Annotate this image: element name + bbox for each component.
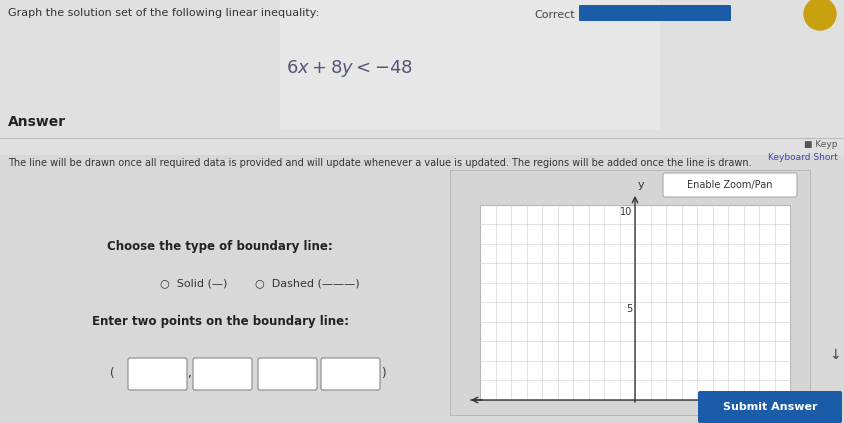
Text: Keyboard Short: Keyboard Short [768, 153, 838, 162]
Bar [480, 205, 790, 400]
Text: 10: 10 [619, 207, 632, 217]
Text: ○  Solid (—): ○ Solid (—) [160, 278, 227, 288]
Text: ↓: ↓ [829, 348, 841, 362]
Text: ■ Keyp: ■ Keyp [804, 140, 838, 149]
FancyBboxPatch shape [321, 358, 380, 390]
Text: Answer: Answer [8, 115, 66, 129]
Bar [0, 155, 844, 423]
Text: Choose the type of boundary line:: Choose the type of boundary line: [107, 240, 333, 253]
Text: )(: )( [243, 368, 252, 381]
FancyBboxPatch shape [193, 358, 252, 390]
FancyBboxPatch shape [128, 358, 187, 390]
Text: $6x + 8y < -48$: $6x + 8y < -48$ [286, 58, 414, 79]
Text: y: y [638, 180, 645, 190]
Text: Submit Answer: Submit Answer [722, 402, 817, 412]
FancyBboxPatch shape [579, 5, 731, 21]
Text: The line will be drawn once all required data is provided and will update whenev: The line will be drawn once all required… [8, 158, 752, 168]
Text: Graph the solution set of the following linear inequality:: Graph the solution set of the following … [8, 8, 319, 18]
Bar [280, 0, 660, 130]
FancyBboxPatch shape [258, 358, 317, 390]
FancyBboxPatch shape [663, 173, 797, 197]
Bar [450, 170, 810, 415]
Text: ): ) [381, 368, 386, 381]
Text: Enable Zoom/Pan: Enable Zoom/Pan [687, 180, 773, 190]
Text: ○  Dashed (———): ○ Dashed (———) [255, 278, 360, 288]
Text: x: x [804, 395, 810, 405]
FancyBboxPatch shape [698, 391, 842, 423]
Text: Correct: Correct [534, 10, 575, 20]
Circle shape [804, 0, 836, 30]
Text: 5: 5 [625, 305, 632, 314]
Text: ,: , [187, 368, 191, 381]
Text: (: ( [110, 368, 114, 381]
Bar [0, 0, 844, 155]
Text: Enter two points on the boundary line:: Enter two points on the boundary line: [91, 315, 349, 328]
Text: ,: , [313, 368, 316, 381]
